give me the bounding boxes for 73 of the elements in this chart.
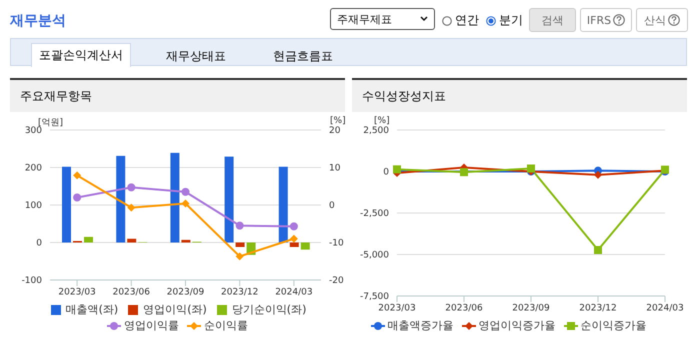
text: 현금흐름표 (273, 48, 333, 65)
bar (84, 236, 93, 242)
x-tick-label: 2024/03 (275, 287, 313, 298)
legend-label: 당기순이익(좌) (230, 302, 306, 318)
y-tick-label: -100 (22, 276, 42, 286)
x-tick-label: 2023/09 (166, 287, 204, 298)
point (594, 246, 602, 254)
x-tick-label: 2023/06 (112, 287, 150, 298)
y-tick-label: -7,500 (360, 292, 390, 302)
y-tick-label: 200 (24, 164, 42, 174)
legend-label: 영업이익률 (123, 318, 179, 334)
legend-label: 매출액(좌) (64, 302, 118, 318)
legend-label: 매출액증가율 (386, 318, 454, 334)
bar (170, 152, 180, 242)
legend-label: 순이익률 (203, 318, 248, 334)
y2-tick-label: 10 (329, 164, 341, 174)
dropdown-field: 주재무제표 (330, 8, 435, 30)
y-tick-label: -2,500 (360, 209, 390, 220)
point (127, 183, 136, 192)
x-tick-label: 2023/12 (579, 303, 617, 314)
point (182, 188, 190, 196)
text: 재무상태표 (166, 48, 226, 65)
bar (224, 156, 234, 242)
x-tick-label: 2023/12 (221, 287, 258, 298)
text: 연간 (455, 12, 479, 29)
chart-title: 수익성장성지표 (352, 78, 687, 112)
y-tick-label: 300 (24, 126, 42, 136)
y2-tick-label: -10 (329, 238, 344, 249)
bar (116, 156, 126, 242)
bar (62, 166, 71, 242)
y-axis-title: [억원] (38, 117, 64, 128)
legend-label: 영업이익(좌) (142, 302, 207, 318)
x-tick-label: 2024/03 (646, 303, 684, 314)
y-tick-label: -5,000 (360, 250, 390, 261)
y-tick-label: 100 (24, 201, 42, 212)
bar (290, 242, 299, 247)
x-tick-label: 2023/03 (58, 287, 96, 298)
point (127, 204, 136, 212)
x-tick-label: 2023/09 (512, 303, 550, 314)
bar (300, 242, 310, 250)
point (594, 170, 602, 179)
chart-title: 주요재무항목 (10, 78, 345, 112)
y-tick-label: 0 (383, 168, 390, 178)
point (290, 222, 298, 230)
y-tick-label: 2,500 (363, 126, 390, 136)
text: 산식 (644, 12, 666, 28)
point (236, 222, 244, 230)
x-tick-label: 2023/03 (378, 303, 416, 314)
bar (181, 240, 190, 242)
point (236, 252, 244, 260)
point (73, 194, 82, 202)
point (527, 164, 535, 173)
text: IFRS (586, 14, 612, 26)
text: 분기 (499, 12, 523, 29)
point (73, 171, 82, 180)
bar (278, 166, 288, 242)
legend-label: 영업이익증가율 (478, 318, 556, 334)
bar (236, 242, 245, 247)
text: 검색 (529, 8, 576, 32)
y-axis-title: [%] (374, 116, 390, 126)
y2-axis-title: [%] (330, 116, 346, 126)
point (393, 165, 401, 174)
y2-tick-label: 20 (329, 126, 341, 136)
point (290, 234, 298, 243)
x-tick-label: 2023/06 (445, 303, 483, 314)
y-tick-label: 0 (36, 238, 42, 249)
y2-tick-label: -20 (329, 276, 344, 286)
bar (127, 238, 136, 242)
legend-label: 순이익증가율 (580, 318, 646, 334)
y2-tick-label: 0 (329, 201, 335, 212)
text: 포괄손익계산서 (31, 43, 131, 67)
text: 재무분석 (10, 12, 66, 30)
point (182, 200, 190, 208)
